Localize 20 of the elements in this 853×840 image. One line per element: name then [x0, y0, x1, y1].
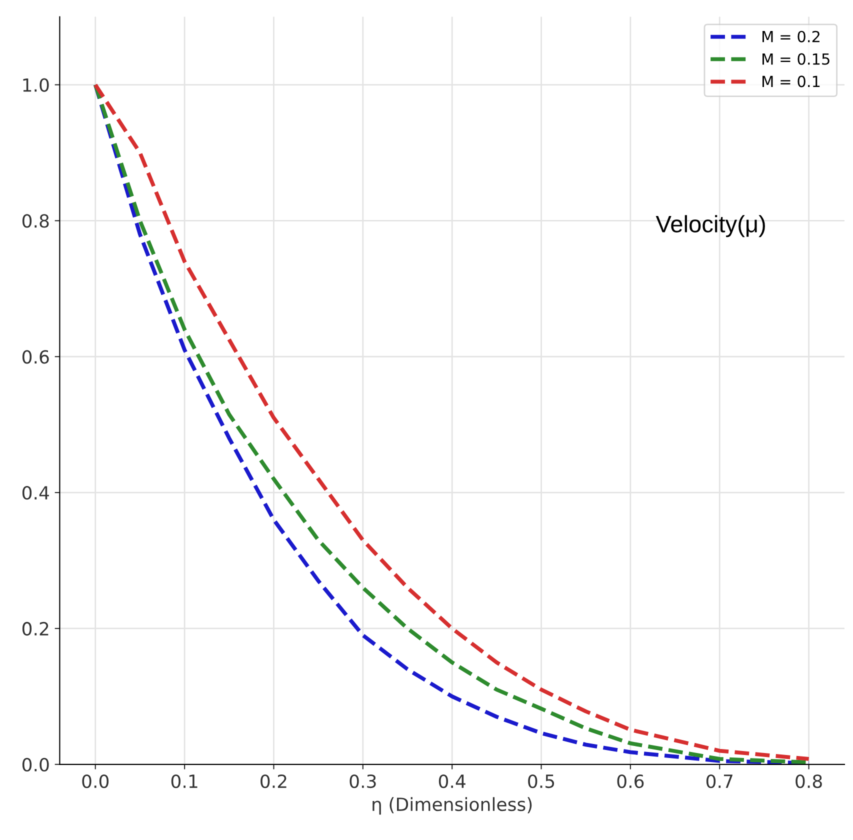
- x-tick-label: 0.3: [350, 774, 376, 788]
- legend-label: M = 0.15: [762, 53, 830, 65]
- legend-label: M = 0.1: [762, 76, 820, 88]
- x-tick-label: 0.0: [82, 774, 109, 788]
- x-tick-label: 0.2: [260, 774, 286, 788]
- x-axis-title: η (Dimensionless): [372, 797, 532, 815]
- y-tick-label: 0.6: [22, 350, 49, 364]
- x-tick-label: 0.7: [706, 774, 732, 788]
- y-tick-label: 0.4: [22, 486, 49, 500]
- x-tick-label: 0.4: [438, 774, 466, 788]
- y-tick-label: 1.0: [23, 78, 49, 92]
- legend-label: M = 0.2: [762, 30, 820, 42]
- annotation: Velocity(μ): [656, 215, 765, 238]
- x-tick-label: 0.6: [617, 774, 644, 788]
- y-tick-label: 0.8: [22, 214, 49, 228]
- x-tick-label: 0.5: [528, 774, 554, 788]
- y-tick-label: 0.0: [22, 758, 49, 772]
- y-tick-label: 0.2: [22, 622, 48, 636]
- x-tick-label: 0.1: [171, 774, 198, 788]
- x-tick-label: 0.8: [796, 774, 822, 788]
